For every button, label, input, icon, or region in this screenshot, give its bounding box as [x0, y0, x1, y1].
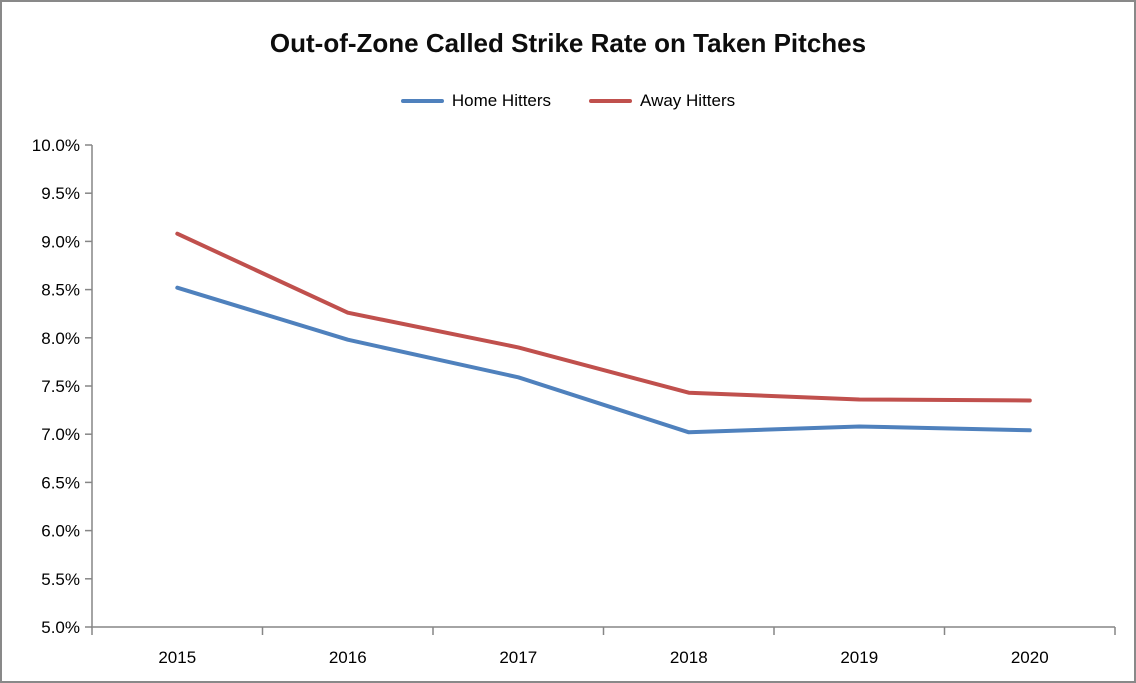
y-tick-label: 6.0% — [41, 522, 80, 541]
x-tick-label: 2016 — [329, 648, 367, 667]
legend-item-home-hitters: Home Hitters — [400, 91, 552, 111]
chart-title: Out-of-Zone Called Strike Rate on Taken … — [269, 28, 867, 58]
y-tick-label: 8.0% — [41, 329, 80, 348]
x-tick-label: 2019 — [840, 648, 878, 667]
x-tick-label: 2017 — [499, 648, 537, 667]
x-tick-label: 2015 — [158, 648, 196, 667]
y-tick-label: 9.5% — [41, 184, 80, 203]
y-tick-label: 6.5% — [41, 473, 80, 492]
y-tick-label: 7.0% — [41, 425, 80, 444]
y-tick-label: 8.5% — [41, 281, 80, 300]
home-hitters-line-swatch — [400, 99, 444, 103]
chart-legend: Home Hitters Away Hitters — [2, 88, 1134, 114]
x-tick-label: 2020 — [1011, 648, 1049, 667]
y-tick-label: 5.0% — [41, 618, 80, 637]
y-tick-label: 5.5% — [41, 570, 80, 589]
away-hitters-line-swatch — [589, 99, 633, 103]
legend-label-home-hitters: Home Hitters — [451, 91, 552, 110]
x-tick-label: 2018 — [670, 648, 708, 667]
y-tick-label: 7.5% — [41, 377, 80, 396]
y-tick-label: 10.0% — [32, 136, 80, 155]
series-line-away-hitters — [175, 231, 1032, 403]
legend-label-away-hitters: Away Hitters — [640, 91, 736, 110]
legend-item-away-hitters: Away Hitters — [589, 91, 735, 111]
series-line-home-hitters — [175, 285, 1032, 435]
y-tick-label: 9.0% — [41, 232, 80, 251]
